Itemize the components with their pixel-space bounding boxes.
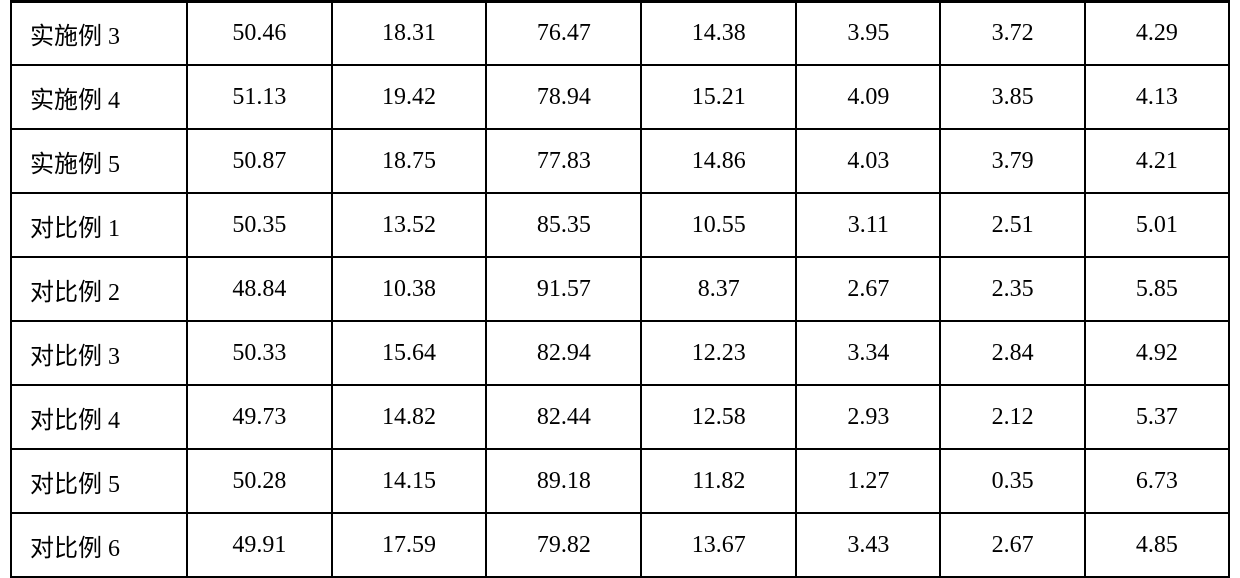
cell: 10.55 (641, 193, 796, 257)
cell: 89.18 (486, 449, 641, 513)
table-row: 实施例 4 51.13 19.42 78.94 15.21 4.09 3.85 … (11, 65, 1229, 129)
cell: 78.94 (486, 65, 641, 129)
cell: 77.83 (486, 129, 641, 193)
cell: 14.82 (332, 385, 487, 449)
cell: 82.94 (486, 321, 641, 385)
cell: 3.95 (796, 1, 940, 65)
table-row: 对比例 3 50.33 15.64 82.94 12.23 3.34 2.84 … (11, 321, 1229, 385)
row-label: 对比例 5 (11, 449, 187, 513)
cell: 82.44 (486, 385, 641, 449)
cell: 12.23 (641, 321, 796, 385)
cell: 2.67 (796, 257, 940, 321)
cell: 15.21 (641, 65, 796, 129)
table-row: 对比例 1 50.35 13.52 85.35 10.55 3.11 2.51 … (11, 193, 1229, 257)
cell: 14.86 (641, 129, 796, 193)
cell: 13.67 (641, 513, 796, 577)
cell: 4.85 (1085, 513, 1229, 577)
table-body: 实施例 3 50.46 18.31 76.47 14.38 3.95 3.72 … (11, 1, 1229, 577)
page-wrap: 实施例 3 50.46 18.31 76.47 14.38 3.95 3.72 … (0, 0, 1240, 572)
cell: 91.57 (486, 257, 641, 321)
cell: 18.75 (332, 129, 487, 193)
cell: 79.82 (486, 513, 641, 577)
row-label: 对比例 1 (11, 193, 187, 257)
cell: 76.47 (486, 1, 641, 65)
table-row: 对比例 4 49.73 14.82 82.44 12.58 2.93 2.12 … (11, 385, 1229, 449)
row-label: 对比例 3 (11, 321, 187, 385)
cell: 4.21 (1085, 129, 1229, 193)
cell: 50.33 (187, 321, 331, 385)
cell: 50.87 (187, 129, 331, 193)
cell: 85.35 (486, 193, 641, 257)
cell: 3.11 (796, 193, 940, 257)
cell: 49.91 (187, 513, 331, 577)
cell: 2.84 (940, 321, 1084, 385)
cell: 4.13 (1085, 65, 1229, 129)
cell: 50.35 (187, 193, 331, 257)
top-rule (10, 0, 1230, 3)
cell: 0.35 (940, 449, 1084, 513)
cell: 2.51 (940, 193, 1084, 257)
cell: 2.93 (796, 385, 940, 449)
cell: 50.28 (187, 449, 331, 513)
cell: 5.37 (1085, 385, 1229, 449)
table-row: 对比例 5 50.28 14.15 89.18 11.82 1.27 0.35 … (11, 449, 1229, 513)
cell: 11.82 (641, 449, 796, 513)
cell: 1.27 (796, 449, 940, 513)
cell: 3.85 (940, 65, 1084, 129)
cell: 13.52 (332, 193, 487, 257)
row-label: 实施例 5 (11, 129, 187, 193)
cell: 3.72 (940, 1, 1084, 65)
table-row: 对比例 6 49.91 17.59 79.82 13.67 3.43 2.67 … (11, 513, 1229, 577)
cell: 2.12 (940, 385, 1084, 449)
cell: 17.59 (332, 513, 487, 577)
row-label: 对比例 6 (11, 513, 187, 577)
cell: 49.73 (187, 385, 331, 449)
cell: 15.64 (332, 321, 487, 385)
cell: 14.38 (641, 1, 796, 65)
cell: 3.43 (796, 513, 940, 577)
cell: 3.79 (940, 129, 1084, 193)
row-label: 对比例 2 (11, 257, 187, 321)
cell: 4.03 (796, 129, 940, 193)
cell: 19.42 (332, 65, 487, 129)
cell: 10.38 (332, 257, 487, 321)
table-row: 实施例 3 50.46 18.31 76.47 14.38 3.95 3.72 … (11, 1, 1229, 65)
cell: 6.73 (1085, 449, 1229, 513)
data-table: 实施例 3 50.46 18.31 76.47 14.38 3.95 3.72 … (10, 0, 1230, 578)
row-label: 实施例 3 (11, 1, 187, 65)
cell: 4.92 (1085, 321, 1229, 385)
cell: 4.29 (1085, 1, 1229, 65)
cell: 2.67 (940, 513, 1084, 577)
cell: 4.09 (796, 65, 940, 129)
cell: 18.31 (332, 1, 487, 65)
cell: 2.35 (940, 257, 1084, 321)
row-label: 对比例 4 (11, 385, 187, 449)
cell: 5.85 (1085, 257, 1229, 321)
cell: 48.84 (187, 257, 331, 321)
table-row: 对比例 2 48.84 10.38 91.57 8.37 2.67 2.35 5… (11, 257, 1229, 321)
cell: 3.34 (796, 321, 940, 385)
cell: 50.46 (187, 1, 331, 65)
cell: 14.15 (332, 449, 487, 513)
cell: 12.58 (641, 385, 796, 449)
cell: 5.01 (1085, 193, 1229, 257)
row-label: 实施例 4 (11, 65, 187, 129)
cell: 51.13 (187, 65, 331, 129)
table-row: 实施例 5 50.87 18.75 77.83 14.86 4.03 3.79 … (11, 129, 1229, 193)
cell: 8.37 (641, 257, 796, 321)
